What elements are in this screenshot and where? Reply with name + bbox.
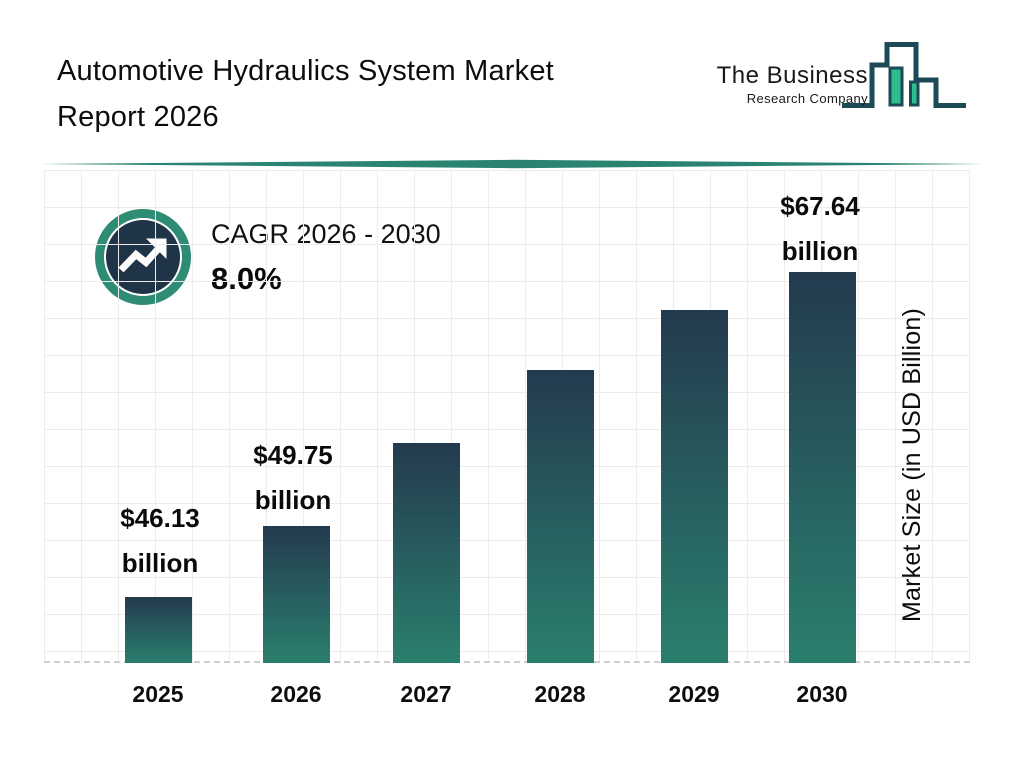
x-tick-2030: 2030 <box>796 681 848 707</box>
value-amount: $49.75 <box>253 440 333 470</box>
page-title-line2: Report 2026 <box>57 101 219 133</box>
x-tick-2029: 2029 <box>668 681 720 707</box>
x-tick-2027: 2027 <box>400 681 452 707</box>
bar-2027 <box>393 443 460 663</box>
page-title-line1: Automotive Hydraulics System Market <box>57 55 554 87</box>
value-unit: billion <box>781 236 859 266</box>
bar-2029 <box>661 310 728 663</box>
bar-chart-skyline-icon <box>842 42 966 108</box>
bar-2028 <box>527 370 594 663</box>
company-name: The Business <box>716 62 868 89</box>
company-subname: Research Company <box>746 91 868 106</box>
company-logo-text: The Business Research Company <box>717 62 868 106</box>
bar-2025 <box>125 597 192 663</box>
x-tick-2028: 2028 <box>534 681 586 707</box>
x-tick-2026: 2026 <box>270 681 322 707</box>
bar-2030 <box>789 272 856 663</box>
value-unit: billion <box>121 548 199 578</box>
y-axis-label: Market Size (in USD Billion) <box>898 308 926 623</box>
value-label-2025: $46.13 billion <box>60 496 260 586</box>
page-title: Automotive Hydraulics System Market Repo… <box>57 48 717 140</box>
value-amount: $67.64 <box>780 191 860 221</box>
value-label-2030: $67.64 billion <box>720 184 920 274</box>
divider <box>40 159 985 169</box>
bar-2026 <box>263 526 330 663</box>
x-tick-2025: 2025 <box>132 681 184 707</box>
value-unit: billion <box>254 485 332 515</box>
value-amount: $46.13 <box>120 503 200 533</box>
value-label-2026: $49.75 billion <box>193 433 393 523</box>
company-logo: The Business Research Company <box>717 42 968 110</box>
